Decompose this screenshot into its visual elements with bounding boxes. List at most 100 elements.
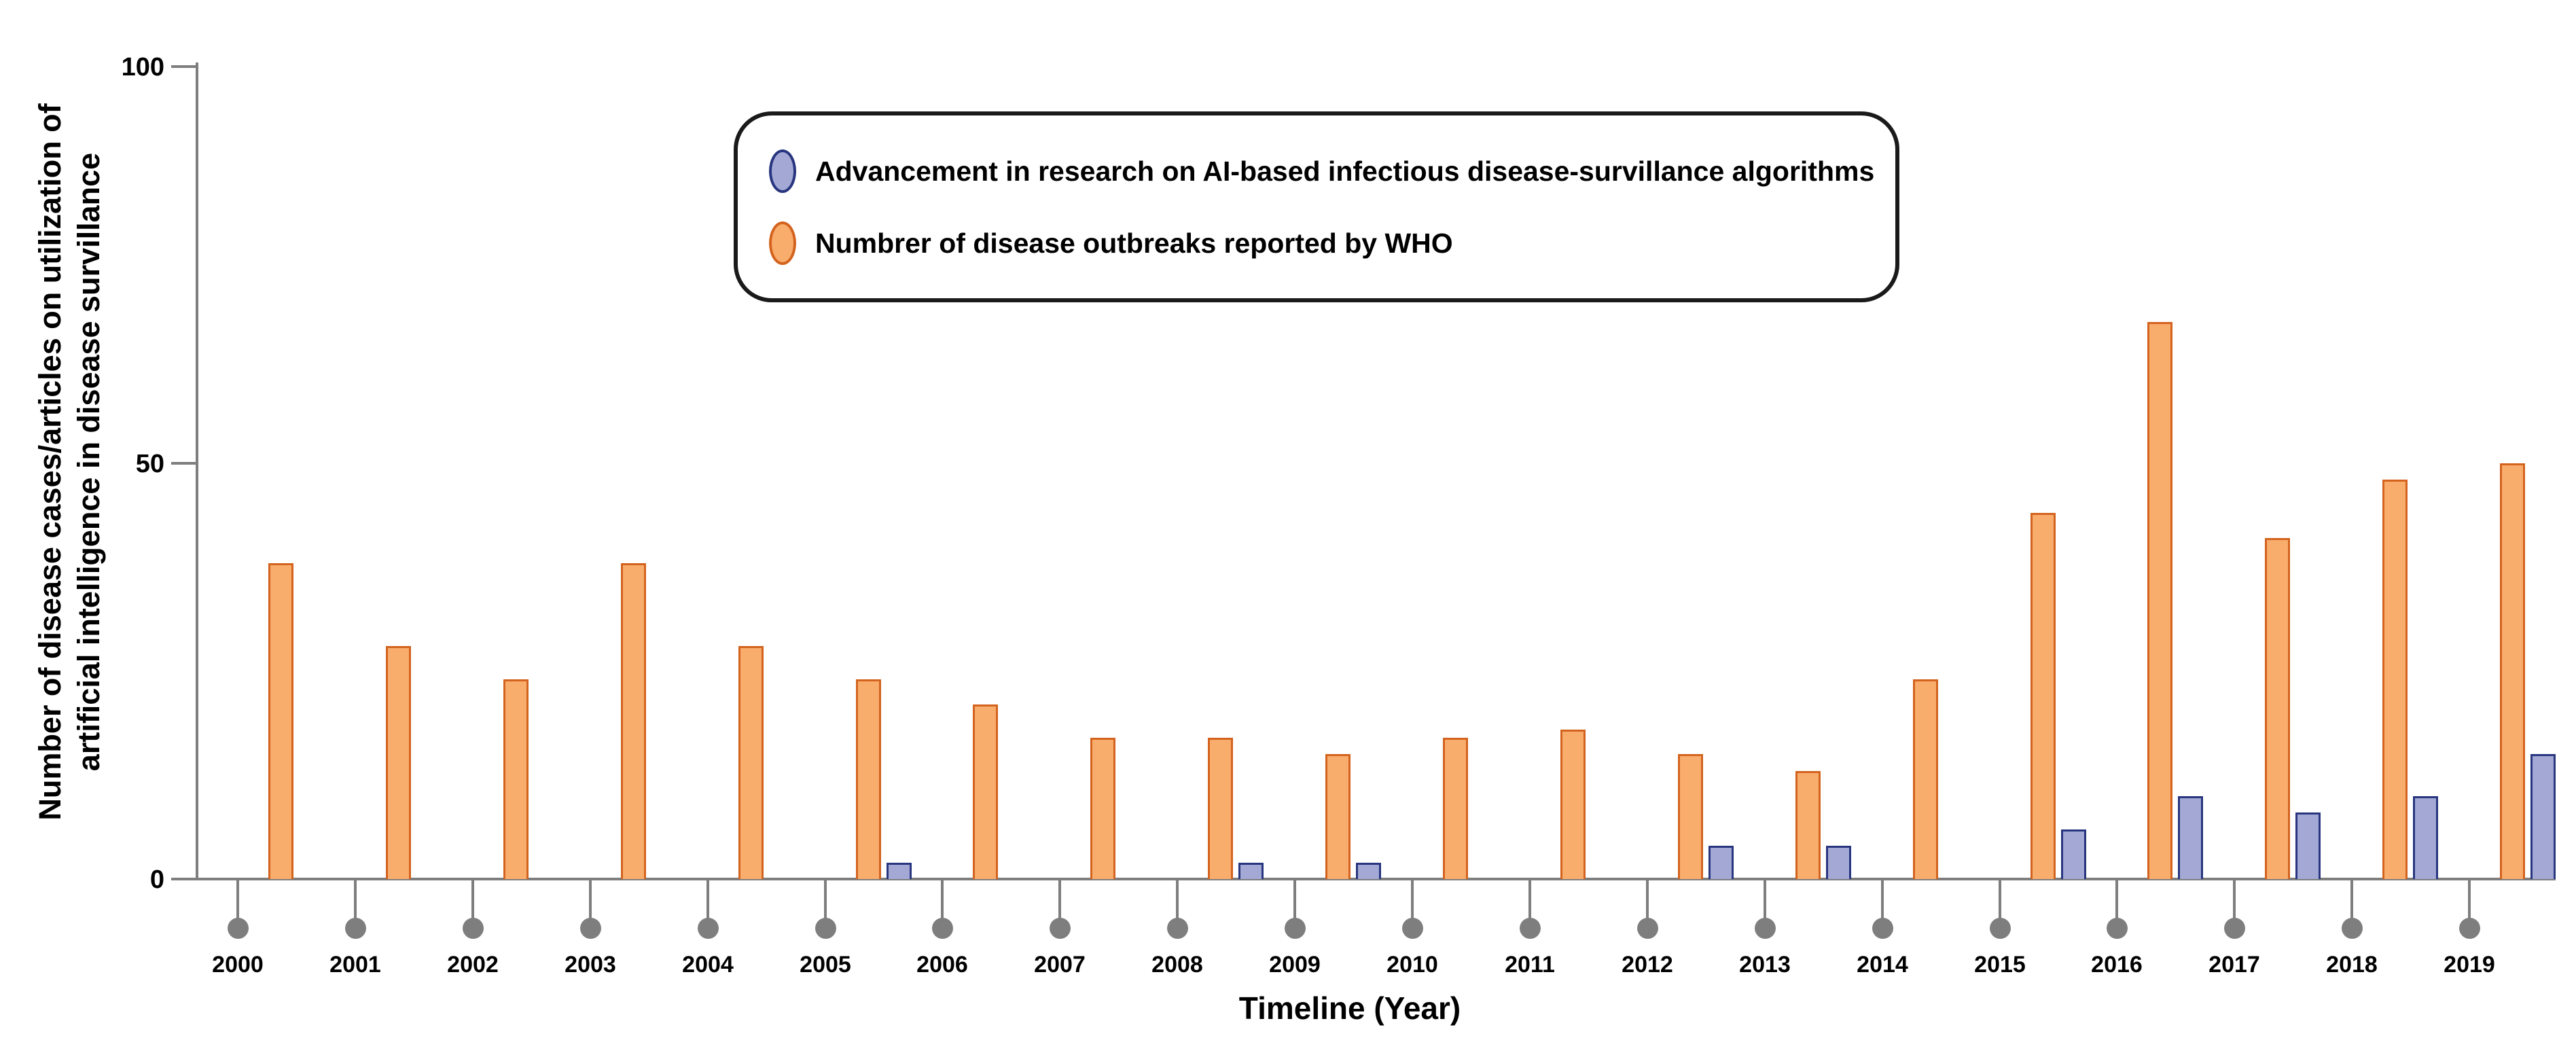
who-outbreaks-bar	[268, 563, 293, 879]
who-outbreaks-bar	[2500, 463, 2525, 879]
year-label: 2009	[1269, 952, 1321, 978]
x-axis-line	[171, 878, 2556, 880]
year-label: 2015	[1974, 952, 2026, 978]
who-outbreaks-bar	[1325, 754, 1350, 879]
year-dot	[1872, 918, 1893, 939]
who-outbreaks-bar	[1913, 679, 1938, 879]
legend-box: Advancement in research on AI-based infe…	[734, 111, 1899, 302]
year-tick-leader-line	[1176, 880, 1179, 919]
year-dot	[1050, 918, 1071, 939]
legend-marker-ai-ellipse	[769, 149, 796, 193]
year-label: 2013	[1739, 952, 1791, 978]
who-outbreaks-bar	[386, 646, 411, 879]
ai-research-bar	[1826, 846, 1851, 879]
who-outbreaks-bar	[2031, 513, 2056, 879]
who-outbreaks-bar	[1090, 738, 1115, 879]
year-label: 2001	[329, 952, 381, 978]
ai-research-bar	[2530, 754, 2556, 879]
year-tick-leader-line	[2115, 880, 2118, 919]
year-tick-leader-line	[2468, 880, 2471, 919]
x-axis-title: Timeline (Year)	[1238, 990, 1461, 1026]
year-tick-leader-line	[1058, 880, 1061, 919]
ai-research-bar	[887, 863, 912, 879]
year-tick-leader-line	[706, 880, 709, 919]
year-dot	[2224, 918, 2245, 939]
year-tick-leader-line	[1646, 880, 1649, 919]
year-label: 2011	[1505, 952, 1555, 978]
y-tick-label-50: 50	[135, 450, 164, 478]
year-dot	[463, 918, 484, 939]
year-dot	[1167, 918, 1188, 939]
year-label: 2016	[2091, 952, 2143, 978]
who-outbreaks-bar	[856, 679, 881, 879]
year-tick-leader-line	[236, 880, 239, 919]
legend-item-ai-research: Advancement in research on AI-based infe…	[769, 149, 1895, 193]
who-outbreaks-bar	[973, 704, 998, 879]
legend-item-who-outbreaks: Numbrer of disease outbreaks reported by…	[769, 221, 1895, 265]
year-dot	[2459, 918, 2480, 939]
year-tick-leader-line	[471, 880, 474, 919]
year-label: 2019	[2444, 952, 2495, 978]
legend-marker-who-ellipse	[769, 221, 796, 265]
year-label: 2002	[447, 952, 499, 978]
year-tick-leader-line	[2350, 880, 2353, 919]
y-tick-100	[171, 65, 198, 68]
y-tick-50	[171, 462, 198, 465]
who-outbreaks-bar	[503, 679, 529, 879]
year-tick-leader-line	[589, 880, 592, 919]
year-label: 2014	[1857, 952, 1908, 978]
who-outbreaks-bar	[738, 646, 764, 879]
year-dot	[2342, 918, 2363, 939]
who-outbreaks-bar	[2382, 480, 2408, 879]
year-dot	[345, 918, 366, 939]
year-label: 2004	[682, 952, 734, 978]
year-label: 2003	[565, 952, 616, 978]
who-outbreaks-bar	[1208, 738, 1233, 879]
year-label: 2007	[1034, 952, 1086, 978]
who-outbreaks-bar	[1678, 754, 1703, 879]
year-tick-leader-line	[941, 880, 944, 919]
year-tick-leader-line	[354, 880, 357, 919]
year-tick-leader-line	[1764, 880, 1766, 919]
year-dot	[1990, 918, 2011, 939]
y-tick-label-100: 100	[121, 53, 164, 82]
year-dot	[1285, 918, 1306, 939]
who-outbreaks-bar	[621, 563, 646, 879]
year-dot	[815, 918, 836, 939]
who-outbreaks-bar	[1795, 771, 1821, 879]
year-dot	[2107, 918, 2128, 939]
year-dot	[698, 918, 719, 939]
year-label: 2008	[1151, 952, 1203, 978]
year-label: 2012	[1622, 952, 1673, 978]
year-tick-leader-line	[2233, 880, 2236, 919]
ai-research-bar	[2413, 796, 2438, 879]
ai-research-bar	[1356, 863, 1381, 879]
year-dot	[1520, 918, 1541, 939]
y-axis-line	[196, 62, 198, 880]
year-dot	[1637, 918, 1658, 939]
legend-label-ai-research: Advancement in research on AI-based infe…	[815, 155, 1875, 187]
legend-label-who-outbreaks: Numbrer of disease outbreaks reported by…	[815, 227, 1453, 259]
ai-research-bar	[2061, 829, 2086, 879]
year-label: 2006	[916, 952, 968, 978]
year-label: 2018	[2326, 952, 2378, 978]
year-tick-leader-line	[1528, 880, 1531, 919]
ai-research-bar	[1709, 846, 1734, 879]
year-tick-leader-line	[1999, 880, 2001, 919]
who-outbreaks-bar	[1560, 730, 1586, 879]
year-tick-leader-line	[1881, 880, 1884, 919]
year-label: 2010	[1387, 952, 1438, 978]
year-label: 2005	[800, 952, 851, 978]
ai-research-bar	[2178, 796, 2203, 879]
year-tick-leader-line	[824, 880, 827, 919]
year-dot	[1755, 918, 1776, 939]
ai-research-bar	[2295, 812, 2321, 879]
year-tick-leader-line	[1293, 880, 1296, 919]
year-label: 2017	[2208, 952, 2260, 978]
year-dot	[580, 918, 601, 939]
who-outbreaks-bar	[1443, 738, 1468, 879]
who-outbreaks-bar	[2265, 538, 2290, 879]
year-tick-leader-line	[1411, 880, 1414, 919]
year-label: 2000	[212, 952, 264, 978]
